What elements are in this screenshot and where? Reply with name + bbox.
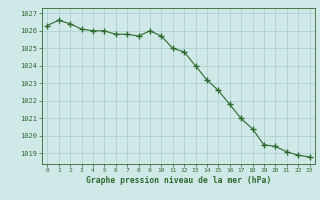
X-axis label: Graphe pression niveau de la mer (hPa): Graphe pression niveau de la mer (hPa) — [86, 176, 271, 185]
